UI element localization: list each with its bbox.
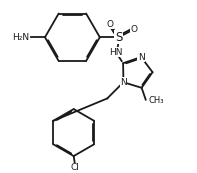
Text: N: N [120, 78, 127, 87]
Text: O: O [130, 25, 137, 34]
Text: CH₃: CH₃ [149, 96, 164, 105]
Text: H₂N: H₂N [12, 33, 29, 42]
Text: Cl: Cl [71, 163, 79, 172]
Text: HN: HN [109, 48, 123, 57]
Text: S: S [115, 31, 122, 44]
Text: O: O [107, 20, 114, 29]
Text: N: N [138, 53, 144, 62]
